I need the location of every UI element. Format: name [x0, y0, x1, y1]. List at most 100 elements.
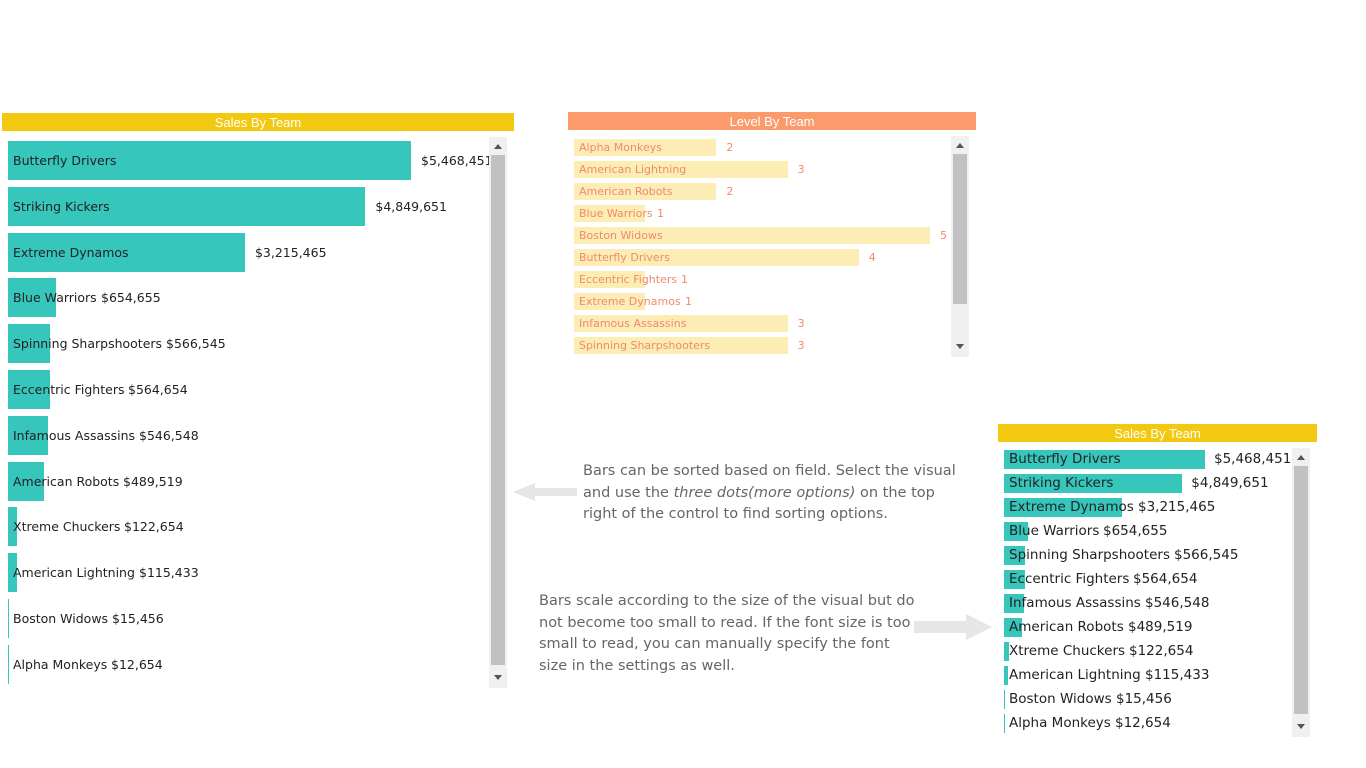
category-label: Xtreme Chuckers	[13, 519, 121, 535]
bar-spinning-sharpshooters[interactable]	[1004, 546, 1025, 565]
value-label: $4,849,651	[1191, 475, 1269, 491]
value-label: $566,545	[1174, 547, 1239, 563]
value-label: $122,654	[124, 519, 184, 535]
value-label: $566,545	[166, 336, 226, 352]
bar-xtreme-chuckers[interactable]	[1004, 642, 1009, 661]
value-label: 2	[726, 141, 734, 154]
bar-butterfly-drivers[interactable]	[8, 141, 411, 180]
scroll-thumb[interactable]	[491, 155, 505, 665]
scroll-thumb[interactable]	[953, 154, 967, 304]
bar-boston-widows[interactable]	[8, 599, 10, 638]
level-by-team-visual[interactable]: Level By Team Alpha Monkeys 2 American Lig…	[568, 112, 976, 357]
bar-butterfly-drivers[interactable]	[574, 249, 859, 266]
bar-infamous-assassins[interactable]	[1004, 594, 1025, 613]
category-label: Spinning Sharpshooters	[13, 336, 163, 352]
sales-by-team-visual-small[interactable]: Sales By Team Butterfly Drivers $5,468,45…	[998, 424, 1317, 737]
value-label: $4,849,651	[375, 198, 447, 214]
sales-by-team-title-small: Sales By Team	[998, 424, 1317, 442]
value-label: 3	[797, 163, 805, 176]
category-label: Extreme Dynamos	[579, 295, 681, 308]
right-arrow-icon	[914, 614, 992, 640]
sorting-note-prefix: Bars can be sorted based on field. Selec…	[583, 463, 956, 501]
scrollbar-level[interactable]	[951, 136, 969, 357]
category-label: American Lightning	[579, 163, 687, 176]
value-label: $654,655	[101, 290, 161, 306]
bar-american-robots[interactable]	[8, 461, 45, 501]
value-label: $122,654	[1129, 643, 1194, 659]
bar-american-lightning[interactable]	[574, 161, 788, 178]
bar-american-robots[interactable]	[1004, 618, 1022, 637]
value-label: $115,433	[1145, 667, 1210, 683]
category-label: American Lightning	[1009, 667, 1141, 683]
value-label: $564,654	[128, 382, 188, 397]
category-label: Blue Warriors	[1009, 523, 1100, 539]
bar-butterfly-drivers[interactable]	[1004, 450, 1205, 469]
value-label: $5,468,451	[421, 153, 493, 168]
value-label: 3	[797, 339, 805, 352]
category-label: Striking Kickers	[1009, 475, 1114, 491]
scroll-down-arrow-icon[interactable]	[494, 675, 502, 680]
category-label: Extreme Dynamos	[1009, 499, 1134, 515]
value-label: $3,215,465	[1138, 499, 1216, 515]
bar-american-robots[interactable]	[574, 183, 717, 200]
category-label: Eccentric Fighters	[579, 273, 678, 286]
value-label: $12,654	[1115, 715, 1171, 731]
category-label: Spinning Sharpshooters	[1009, 547, 1170, 563]
category-label: Blue Warriors	[13, 290, 97, 306]
scroll-down-arrow-icon[interactable]	[956, 344, 964, 349]
bar-infamous-assassins[interactable]	[8, 415, 49, 455]
scroll-down-arrow-icon[interactable]	[1297, 724, 1305, 729]
scrollbar-small[interactable]	[1292, 448, 1310, 737]
category-label: Spinning Sharpshooters	[579, 339, 711, 352]
bar-alpha-monkeys[interactable]	[8, 644, 9, 684]
bar-american-lightning[interactable]	[8, 553, 17, 593]
bar-eccentric-fighters[interactable]	[574, 271, 646, 288]
scroll-thumb[interactable]	[1294, 466, 1308, 714]
bar-extreme-dynamos[interactable]	[1004, 498, 1123, 517]
bar-spinning-sharpshooters[interactable]	[8, 324, 50, 364]
left-arrow-icon	[513, 483, 577, 501]
scroll-up-arrow-icon[interactable]	[956, 143, 964, 148]
category-label: American Robots	[579, 185, 673, 198]
value-label: $115,433	[139, 565, 199, 581]
sorting-note-italic: three dots(more options)	[673, 484, 856, 501]
category-label: Xtreme Chuckers	[1009, 643, 1126, 659]
scroll-up-arrow-icon[interactable]	[1297, 455, 1305, 460]
bar-alpha-monkeys[interactable]	[574, 139, 717, 156]
bar-eccentric-fighters[interactable]	[1004, 570, 1025, 589]
value-label: $546,548	[1145, 595, 1210, 611]
value-label: 1	[681, 273, 688, 286]
scroll-up-arrow-icon[interactable]	[494, 144, 502, 149]
value-label: $564,654	[1133, 571, 1198, 587]
scaling-note: Bars scale according to the size of the …	[539, 593, 915, 674]
bar-boston-widows[interactable]	[1004, 690, 1005, 709]
category-label: Alpha Monkeys	[13, 656, 108, 672]
bar-american-lightning[interactable]	[1004, 666, 1009, 685]
bar-extreme-dynamos[interactable]	[8, 232, 245, 272]
value-label: 5	[940, 229, 947, 242]
bar-blue-warriors[interactable]	[8, 278, 57, 318]
value-label: $3,215,465	[254, 244, 327, 260]
bar-spinning-sharpshooters[interactable]	[574, 337, 788, 354]
bar-blue-warriors[interactable]	[574, 205, 646, 222]
bar-striking-kickers[interactable]	[1004, 474, 1183, 493]
category-label: Alpha Monkeys	[579, 141, 662, 154]
category-label: Striking Kickers	[13, 198, 110, 214]
bar-eccentric-fighters[interactable]	[8, 370, 50, 409]
sales-by-team-visual-large[interactable]: Sales By Team Butterfly Drivers $5,468,45…	[2, 113, 514, 688]
bar-striking-kickers[interactable]	[8, 186, 366, 226]
bar-blue-warriors[interactable]	[1004, 522, 1029, 541]
bar-boston-widows[interactable]	[574, 227, 930, 244]
category-label: Butterfly Drivers	[1009, 451, 1121, 467]
scrollbar-large[interactable]	[489, 137, 507, 688]
bar-alpha-monkeys[interactable]	[1004, 714, 1005, 733]
sorting-note: Bars can be sorted based on field. Selec…	[583, 461, 963, 526]
category-label: Boston Widows	[579, 229, 663, 242]
bar-infamous-assassins[interactable]	[574, 315, 788, 332]
value-label: $15,456	[112, 611, 164, 626]
category-label: Alpha Monkeys	[1009, 715, 1111, 731]
bar-extreme-dynamos[interactable]	[574, 293, 646, 310]
bar-xtreme-chuckers[interactable]	[8, 507, 18, 547]
value-label: 3	[797, 317, 805, 330]
category-label: Infamous Assassins	[13, 427, 136, 443]
